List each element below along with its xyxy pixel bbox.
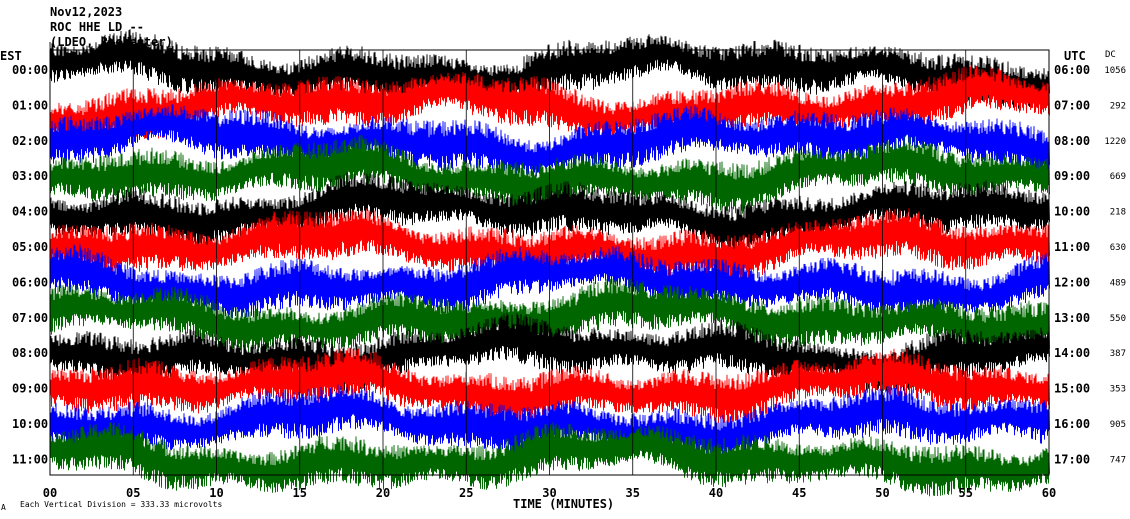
left-hour-label: 02:00 <box>12 134 48 148</box>
right-hour-label: 14:00 <box>1054 346 1090 360</box>
dc-offset-value: 353 <box>1110 385 1126 395</box>
right-hour-label: 06:00 <box>1054 63 1090 77</box>
x-tick-label: 10 <box>209 486 223 500</box>
network-label: (LDEO, Rochester) <box>50 35 173 49</box>
dc-offset-value: 1056 <box>1104 66 1126 76</box>
right-hour-label: 07:00 <box>1054 98 1090 112</box>
left-hour-label: 11:00 <box>12 452 48 466</box>
dc-offset-value: 387 <box>1110 349 1126 359</box>
left-hour-ticks: 00:00 01:00 02:00 03:00 04:00 05:00 06:00 07:00… <box>12 63 48 466</box>
left-hour-label: 07:00 <box>12 311 48 325</box>
x-tick-label: 00 <box>43 486 57 500</box>
left-zone-label: EST <box>0 49 22 63</box>
dc-offset-values: 1056 292 1220 669 218 630 489 550 387 353 905 747 <box>1104 66 1126 465</box>
right-hour-label: 15:00 <box>1054 382 1090 396</box>
left-hour-label: 08:00 <box>12 346 48 360</box>
right-zone-label: UTC <box>1064 49 1086 63</box>
left-hour-label: 10:00 <box>12 417 48 431</box>
x-tick-label: 35 <box>626 486 640 500</box>
x-tick-label: 30 <box>542 486 556 500</box>
right-hour-label: 16:00 <box>1054 417 1090 431</box>
right-hour-ticks: 06:00 07:00 08:00 09:00 10:00 11:00 12:00 13:00… <box>1054 63 1090 466</box>
x-tick-label: 50 <box>875 486 889 500</box>
corner-mark: A <box>1 503 6 512</box>
dc-offset-value: 669 <box>1110 172 1126 182</box>
left-hour-label: 04:00 <box>12 205 48 219</box>
dc-offset-value: 905 <box>1110 420 1126 430</box>
right-hour-label: 09:00 <box>1054 169 1090 183</box>
plot-frame <box>49 49 1050 476</box>
x-axis-title: TIME (MINUTES) <box>513 497 614 511</box>
x-tick-label: 25 <box>459 486 473 500</box>
left-hour-label: 06:00 <box>12 275 48 289</box>
dc-offset-value: 747 <box>1110 455 1126 465</box>
left-hour-label: 09:00 <box>12 382 48 396</box>
right-hour-label: 13:00 <box>1054 311 1090 325</box>
right-hour-label: 17:00 <box>1054 452 1090 466</box>
left-hour-label: 00:00 <box>12 63 48 77</box>
left-hour-label: 03:00 <box>12 169 48 183</box>
x-tick-label: 15 <box>293 486 307 500</box>
right-hour-label: 08:00 <box>1054 134 1090 148</box>
dc-offset-value: 630 <box>1110 243 1126 253</box>
right-hour-label: 10:00 <box>1054 205 1090 219</box>
dc-offset-value: 550 <box>1110 314 1126 324</box>
station-label: ROC HHE LD -- <box>50 20 144 34</box>
x-tick-label: 20 <box>376 486 390 500</box>
dc-offset-value: 489 <box>1110 278 1126 288</box>
x-tick-label: 45 <box>792 486 806 500</box>
date-label: Nov12,2023 <box>50 5 122 19</box>
dc-offset-value: 218 <box>1110 208 1126 218</box>
dc-offset-value: 1220 <box>1104 137 1126 147</box>
dc-header: DC <box>1105 50 1116 60</box>
x-axis-ticks: 00 05 10 15 20 25 30 35 40 45 50 55 60 <box>43 486 1056 500</box>
vertical-division-note: Each Vertical Division = 333.33 microvol… <box>20 500 222 509</box>
right-hour-label: 12:00 <box>1054 275 1090 289</box>
left-hour-label: 05:00 <box>12 240 48 254</box>
x-tick-label: 60 <box>1042 486 1056 500</box>
x-tick-label: 55 <box>959 486 973 500</box>
x-tick-label: 40 <box>709 486 723 500</box>
right-hour-label: 11:00 <box>1054 240 1090 254</box>
dc-offset-value: 292 <box>1110 101 1126 111</box>
left-hour-label: 01:00 <box>12 98 48 112</box>
x-tick-label: 05 <box>126 486 140 500</box>
